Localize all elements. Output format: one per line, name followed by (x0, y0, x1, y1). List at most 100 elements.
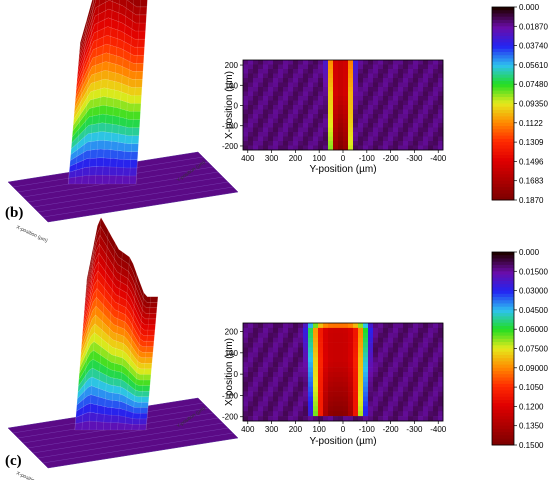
heatmap-cell (368, 100, 374, 106)
colorbar-tick-label: 0.03740 (519, 42, 548, 51)
heatmap-cell (373, 73, 379, 79)
y-tick-label: -100 (222, 391, 239, 400)
heatmap-cell (278, 105, 284, 110)
heatmap-cell (428, 411, 434, 417)
heatmap-cell (323, 401, 329, 407)
heatmap-cell (428, 391, 434, 397)
colorbar-swatch (492, 252, 514, 256)
heatmap-cell (388, 352, 394, 358)
heatmap-cell (283, 367, 289, 373)
x-tick-label: 400 (241, 154, 255, 163)
heatmap-cell (378, 367, 384, 373)
heatmap-cell (283, 337, 289, 343)
heatmap-cell (388, 337, 394, 343)
heatmap-cell (373, 406, 379, 412)
colorbar-tick-label: 0.06000 (519, 325, 548, 334)
heatmap-cell (418, 123, 424, 128)
heatmap-cell (348, 78, 354, 83)
heatmap-cell (398, 145, 404, 151)
heatmap-cell (283, 100, 289, 106)
colorbar-swatch (492, 441, 514, 446)
heatmap-cell (278, 127, 284, 133)
colorbar-tick-label: 0.01870 (519, 22, 548, 31)
heatmap-cell (318, 381, 324, 387)
heatmap-cell (338, 323, 344, 329)
heatmap-cell (243, 64, 249, 70)
heatmap-cell (373, 411, 379, 417)
heatmap-cell (328, 60, 334, 65)
heatmap-cell (323, 396, 329, 402)
heatmap-cell (378, 91, 384, 97)
heatmap-cell (368, 114, 374, 119)
heatmap-cell (298, 391, 304, 397)
heatmap-cell (278, 416, 284, 422)
heatmap-cell (408, 323, 414, 329)
heatmap-cell (293, 411, 299, 417)
heatmap-cell (258, 372, 264, 378)
colorbar-swatch (492, 42, 514, 46)
heatmap-cell (348, 391, 354, 397)
heatmap-cell (323, 372, 329, 378)
heatmap-cell (278, 136, 284, 142)
surface-mesh-line (95, 0, 107, 185)
heatmap-cell (278, 362, 284, 368)
heatmap-cell (363, 109, 369, 115)
heatmap-cell (418, 381, 424, 387)
heatmap-cell (268, 64, 274, 70)
heatmap-cell (348, 376, 354, 383)
heatmap-cell (348, 82, 354, 88)
heatmap-cell (243, 87, 249, 92)
heatmap-cell (378, 78, 384, 83)
heatmap-cell (398, 105, 404, 110)
heatmap-cell (298, 416, 304, 422)
heatmap-cell (333, 100, 339, 106)
heatmap-cell (353, 362, 359, 368)
heatmap-cell (293, 118, 299, 124)
heatmap-cell (433, 391, 439, 397)
heatmap-cell (313, 367, 319, 373)
heatmap-cell (278, 87, 284, 92)
heatmap-cell (388, 342, 394, 348)
heatmap-cell (268, 406, 274, 412)
heatmap-cell (293, 337, 299, 343)
heatmap-cell (273, 323, 279, 329)
heatmap-cell (293, 123, 299, 128)
heatmap-cell (283, 372, 289, 378)
heatmap-cell (428, 73, 434, 79)
heatmap-cell (378, 123, 384, 128)
heatmap-cell (353, 381, 359, 387)
heatmap-cell (363, 105, 369, 110)
heatmap-cell (403, 123, 409, 128)
heatmap-cell (343, 401, 349, 407)
heatmap-cell (243, 411, 249, 417)
heatmap-cell (408, 87, 414, 92)
heatmap-cell (248, 141, 254, 146)
heatmap-cell (393, 352, 399, 358)
heatmap-cell (298, 82, 304, 88)
heatmap-cell (383, 381, 389, 387)
heatmap-cell (283, 376, 289, 383)
heatmap-cell (408, 136, 414, 142)
heatmap-cell (318, 73, 324, 79)
colorbar-swatch (492, 71, 514, 75)
heatmap-cell (368, 386, 374, 392)
heatmap-cell (348, 352, 354, 358)
heatmap-cell (333, 132, 339, 137)
colorbar-swatch (492, 93, 514, 98)
heatmap-cell (268, 69, 274, 74)
heatmap-cell (408, 91, 414, 97)
heatmap-cell (268, 362, 274, 368)
heatmap-cell (368, 391, 374, 397)
heatmap-cell (408, 367, 414, 373)
heatmap-cell (348, 347, 354, 353)
x-tick-label: 200 (289, 425, 303, 434)
surface-mesh-line (101, 0, 113, 185)
heatmap-cell (438, 396, 444, 402)
heatmap-cell (308, 337, 314, 343)
heatmap-cell (288, 78, 294, 83)
heatmap-cell (288, 391, 294, 397)
heatmap-cell (353, 64, 359, 70)
heatmap-cell (368, 109, 374, 115)
heatmap-cell (343, 145, 349, 151)
heatmap-cell (253, 73, 259, 79)
